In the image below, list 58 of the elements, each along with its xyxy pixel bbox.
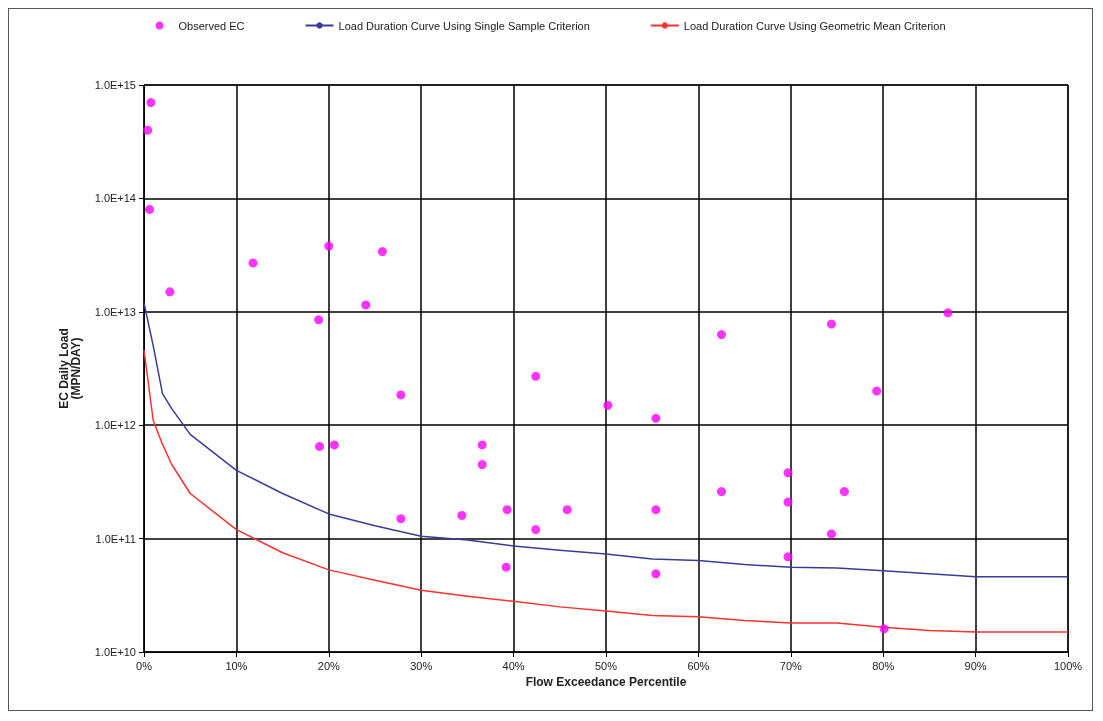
- y-tick-label: 1.0E+11: [95, 532, 136, 545]
- point: [324, 241, 334, 251]
- x-tick-label: 60%: [687, 659, 710, 672]
- point: [531, 371, 541, 381]
- point: [145, 204, 155, 214]
- point: [717, 330, 726, 340]
- point: [329, 440, 339, 450]
- point: [396, 514, 406, 524]
- point: [943, 308, 953, 318]
- y-tick-label: 1.0E+13: [94, 305, 136, 318]
- x-tick-label: 10%: [225, 659, 248, 672]
- point: [361, 300, 371, 310]
- point: [603, 400, 613, 410]
- y-tick-label: 1.0E+12: [94, 419, 136, 432]
- point: [143, 125, 153, 135]
- point: [146, 98, 156, 108]
- x-tick-label: 40%: [502, 659, 525, 672]
- legend-label: Load Duration Curve Using Single Sample Criterion: [338, 19, 590, 32]
- point: [531, 525, 541, 535]
- point: [826, 529, 836, 539]
- y-tick-label: 1.0E+14: [94, 192, 136, 205]
- point: [783, 497, 793, 507]
- x-tick-label: 70%: [779, 659, 803, 672]
- point: [839, 487, 849, 497]
- legend-label: Observed EC: [178, 19, 245, 32]
- point: [165, 287, 175, 297]
- point: [717, 487, 726, 497]
- point: [879, 624, 889, 634]
- point: [826, 319, 836, 329]
- point: [562, 505, 572, 515]
- point: [396, 390, 406, 400]
- point: [248, 258, 258, 268]
- y-axis-title: EC Daily Load (MPN/DAY): [57, 328, 83, 409]
- point: [783, 552, 793, 562]
- x-tick-label: 20%: [317, 659, 341, 672]
- point: [651, 569, 661, 579]
- point: [477, 460, 487, 470]
- x-tick-label: 30%: [410, 659, 433, 672]
- x-tick-label: 100%: [1053, 659, 1083, 672]
- x-tick-label: 80%: [872, 659, 895, 672]
- point: [872, 386, 882, 396]
- x-tick-label: 0%: [136, 659, 153, 672]
- x-axis-title: Flow Exceedance Percentile: [525, 674, 687, 689]
- x-tick-label: 90%: [964, 659, 987, 672]
- point: [502, 505, 512, 515]
- point: [477, 440, 487, 450]
- point: [651, 413, 661, 423]
- legend-label: Load Duration Curve Using Geometric Mean Criterion: [683, 19, 946, 32]
- point: [315, 441, 325, 451]
- point: [457, 510, 467, 520]
- y-tick-label: 1.0E+15: [94, 79, 136, 91]
- x-tick-label: 50%: [594, 659, 618, 672]
- point: [651, 505, 661, 515]
- y-tick-label: 1.0E+10: [94, 646, 136, 658]
- point: [501, 562, 511, 572]
- point: [377, 247, 387, 257]
- point: [783, 468, 793, 478]
- point: [314, 315, 324, 325]
